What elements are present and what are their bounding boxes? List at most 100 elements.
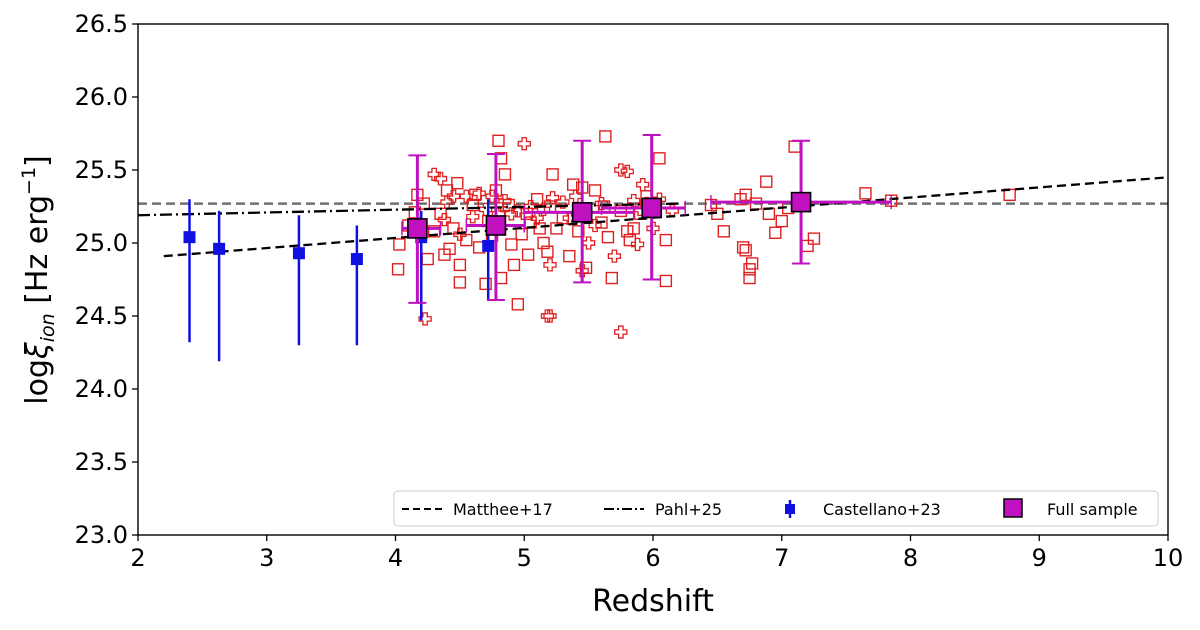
square-point-65	[717, 225, 731, 238]
cross-point-33	[614, 163, 628, 177]
cross-point-27	[569, 189, 583, 203]
square-point-57	[627, 222, 640, 235]
cross-point-28	[575, 264, 589, 278]
y-axis-label-subscript: ion	[37, 313, 59, 342]
y-axis-label: logξion [Hz erg−1]	[18, 155, 59, 405]
legend-box	[393, 490, 1159, 527]
square-point-1	[393, 238, 406, 251]
cross-point-43	[630, 237, 645, 252]
cross-point-3	[437, 212, 452, 227]
square-point-20	[479, 277, 492, 291]
x-tick-label-3: 5	[517, 544, 532, 572]
square-point-7	[427, 225, 441, 238]
y-tick-label-2: 24.0	[75, 375, 128, 403]
square-point-30	[507, 258, 521, 272]
cross-point-9	[472, 186, 486, 201]
y-axis-label-xi: ξ	[20, 342, 55, 360]
square-point-13	[451, 176, 464, 190]
cross-point-35	[620, 164, 634, 179]
cross-point-15	[504, 207, 519, 221]
legend-full-sample-swatch	[1003, 498, 1023, 518]
square-point-44	[563, 249, 576, 263]
square-point-32	[515, 228, 528, 241]
square-point-0	[391, 263, 405, 276]
square-point-79	[801, 239, 814, 253]
square-point-53	[605, 271, 618, 285]
x-tick-label-0: 2	[130, 544, 145, 572]
y-tick-label-3: 24.5	[75, 302, 128, 330]
cross-point-34	[614, 325, 628, 339]
cross-point-32	[607, 249, 622, 263]
square-point-41	[546, 168, 559, 181]
cross-point-23	[543, 258, 557, 272]
legend: Matthee+17 Pahl+25 Castellano+23 Full sa…	[393, 490, 1159, 527]
cross-point-39	[646, 221, 660, 236]
cross-point-8	[466, 210, 480, 224]
cross-point-16	[511, 204, 525, 218]
square-point-81	[859, 187, 872, 200]
x-tick-label-1: 3	[259, 544, 274, 572]
legend-full-sample-label: Full sample	[1047, 500, 1138, 519]
square-point-69	[743, 271, 756, 285]
cross-point-31	[594, 196, 609, 211]
square-point-24	[492, 134, 505, 148]
y-axis-label-exponent: −1	[18, 167, 40, 195]
legend-castellano-label: Castellano+23	[823, 500, 941, 519]
cross-point-0	[418, 312, 432, 326]
y-axis-label-bracket: ]	[20, 155, 55, 167]
x-tick-label-4: 6	[645, 544, 660, 572]
x-tick-label-8: 10	[1153, 544, 1184, 572]
y-axis-label-log: log	[20, 359, 55, 405]
cross-point-40	[636, 177, 650, 192]
y-tick-label-0: 23.0	[75, 521, 128, 549]
square-point-73	[760, 175, 773, 188]
square-point-11	[443, 242, 456, 256]
square-point-46	[572, 225, 585, 238]
y-tick-label-1: 23.5	[75, 448, 128, 476]
square-point-38	[537, 236, 550, 250]
cross-point-10	[478, 202, 493, 217]
square-point-49	[588, 184, 602, 197]
x-tick-label-7: 9	[1032, 544, 1047, 572]
square-point-15	[453, 258, 467, 272]
x-tick-label-6: 8	[903, 544, 918, 572]
castellano-point-1	[213, 242, 226, 255]
square-point-29	[505, 238, 518, 251]
cross-point-17	[517, 137, 531, 151]
x-axis-label: Redshift	[592, 584, 714, 619]
cross-point-24	[545, 191, 560, 205]
square-point-34	[521, 248, 535, 261]
square-point-39	[541, 245, 554, 258]
cross-point-5	[446, 189, 461, 203]
square-point-14	[453, 276, 467, 289]
square-point-62	[659, 274, 673, 288]
y-tick-label-4: 25.0	[75, 229, 128, 257]
square-point-6	[421, 252, 434, 266]
cross-point-19	[530, 211, 544, 225]
castellano-point-2	[292, 247, 305, 260]
square-point-66	[736, 241, 750, 254]
square-point-52	[601, 230, 615, 244]
castellano-point-5	[482, 239, 495, 252]
square-point-31	[511, 298, 525, 311]
square-point-80	[807, 232, 821, 245]
cross-point-11	[485, 189, 499, 203]
square-point-18	[469, 188, 482, 202]
x-tick-label-5: 7	[774, 544, 789, 572]
cross-point-2	[433, 172, 448, 186]
full-sample-point-1	[485, 215, 507, 236]
square-point-71	[745, 257, 759, 270]
castellano-point-0	[183, 231, 196, 244]
square-point-75	[769, 226, 782, 239]
square-point-78	[788, 140, 801, 153]
y-tick-label-7: 26.5	[75, 10, 128, 38]
square-point-60	[653, 152, 666, 165]
square-point-67	[739, 244, 752, 257]
cross-point-7	[459, 189, 473, 203]
cross-point-29	[581, 236, 596, 250]
y-axis-label-unit: [Hz erg	[20, 195, 55, 313]
full-sample-point-4	[790, 191, 812, 213]
x-tick-label-2: 4	[388, 544, 403, 572]
square-point-63	[599, 130, 612, 143]
line-matthee-17	[163, 176, 1168, 258]
